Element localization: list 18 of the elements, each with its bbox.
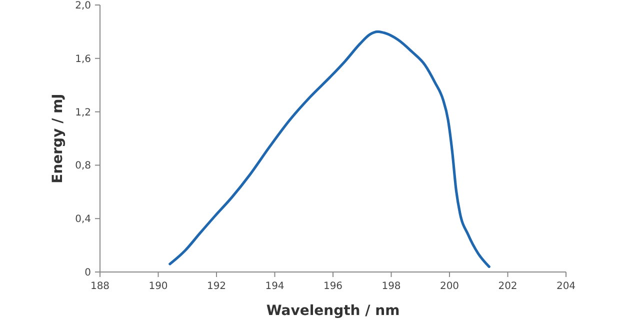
x-tick-label: 190: [148, 281, 168, 292]
x-tick-label: 198: [382, 281, 401, 292]
x-tick-label: 192: [206, 281, 226, 292]
y-tick-label: 2,0: [75, 0, 91, 12]
y-tick-label: 0: [84, 268, 91, 278]
y-tick-label: 0,8: [75, 160, 91, 172]
x-tick-label: 200: [440, 281, 460, 292]
x-tick-label: 202: [498, 281, 518, 292]
x-tick-label: 188: [90, 281, 110, 292]
y-tick-label: 0,4: [75, 214, 91, 226]
y-tick-label: 1,6: [75, 54, 91, 65]
y-tick-label: 1,2: [75, 107, 91, 118]
x-tick-label: 194: [265, 281, 284, 292]
x-tick-label: 204: [556, 281, 576, 292]
x-tick-label: 196: [323, 281, 343, 292]
x-axis-title: Wavelength / nm: [266, 303, 400, 319]
y-axis-title: Energy / mJ: [50, 94, 66, 184]
line-series: [168, 30, 490, 268]
